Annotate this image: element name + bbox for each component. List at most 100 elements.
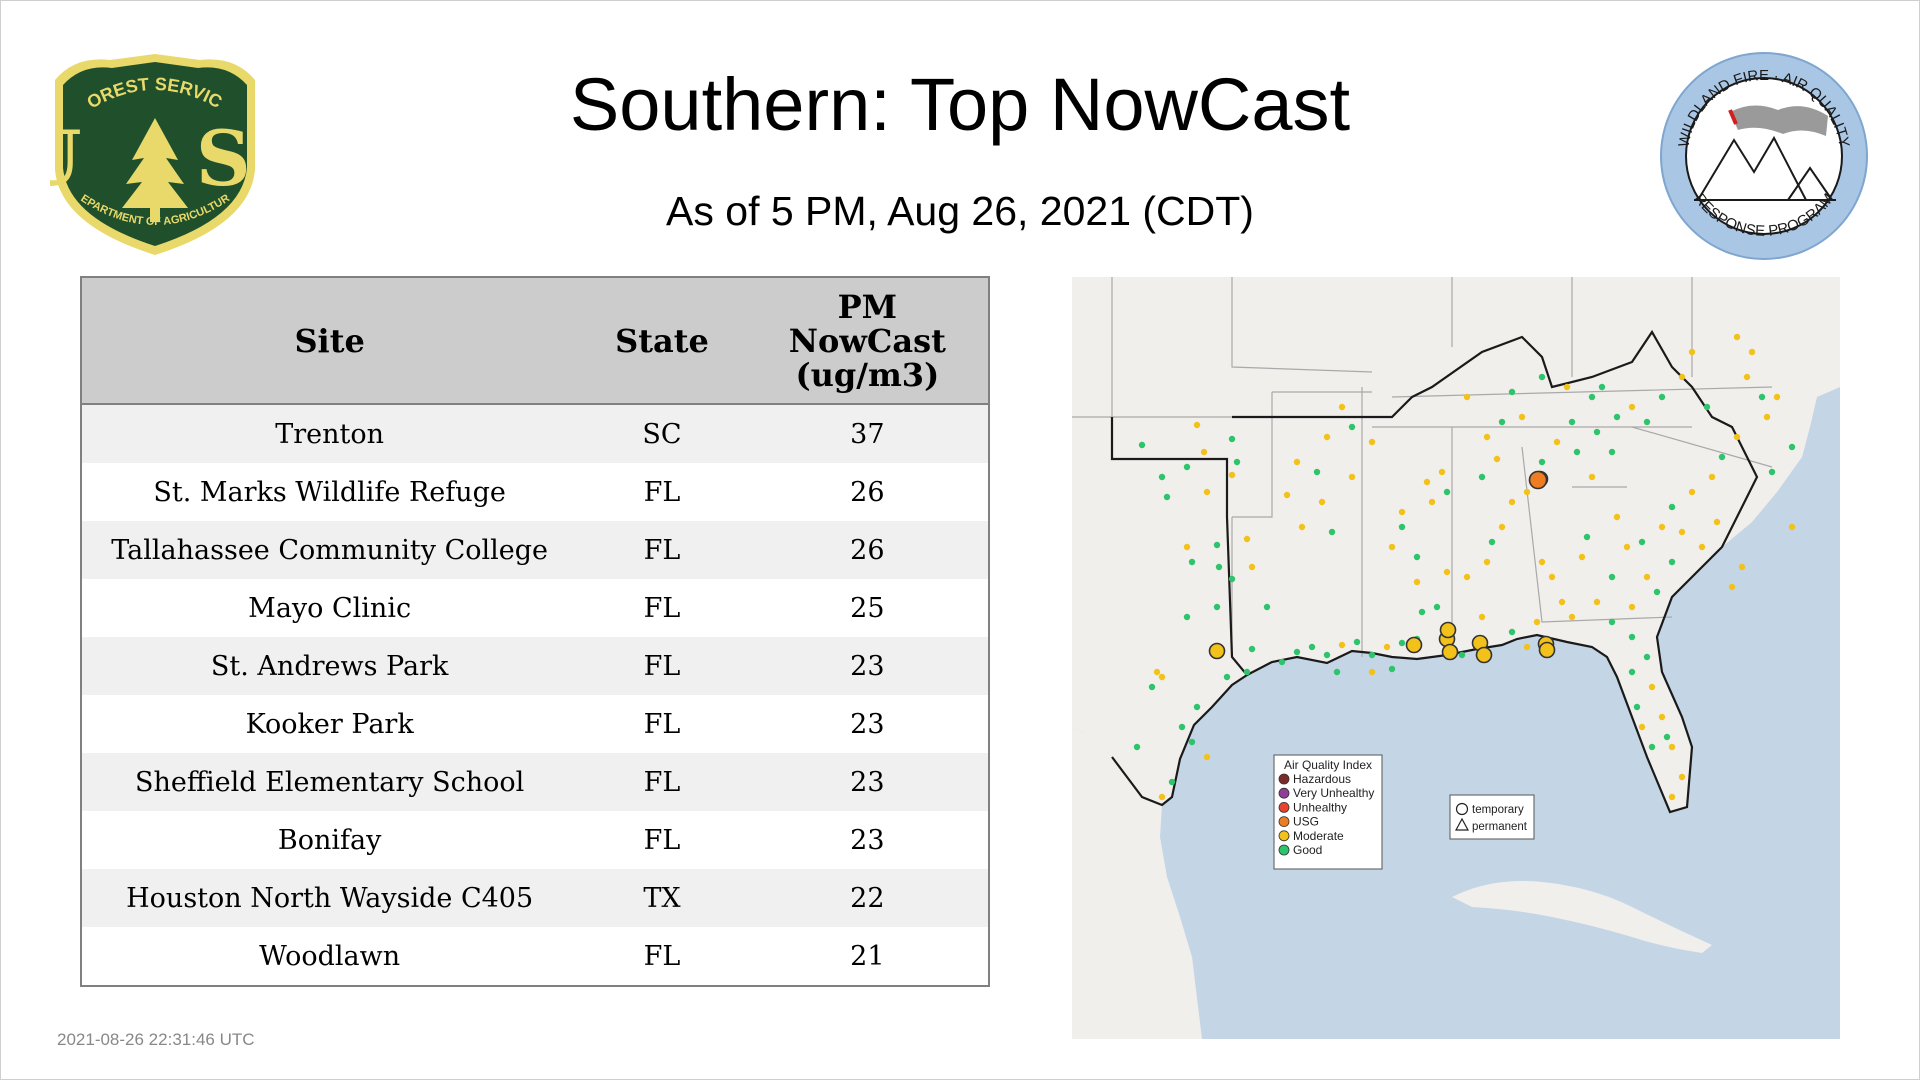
col-header-pm-line3: (ug/m3) xyxy=(795,355,940,394)
monitor-marker xyxy=(1458,651,1466,659)
state-cell: FL xyxy=(643,940,681,972)
monitor-marker xyxy=(1158,673,1166,681)
table-row: St. Andrews Park FL 23 xyxy=(82,637,988,695)
monitor-marker xyxy=(1138,441,1146,449)
monitor-marker xyxy=(1788,523,1796,531)
monitor-marker xyxy=(1478,473,1486,481)
monitor-marker xyxy=(1668,743,1676,751)
aqi-legend-label: Moderate xyxy=(1293,829,1344,843)
site-cell: Houston North Wayside C405 xyxy=(126,882,534,914)
monitor-marker xyxy=(1298,523,1306,531)
monitor-marker xyxy=(1718,453,1726,461)
monitor-marker xyxy=(1643,418,1651,426)
monitor-marker xyxy=(1158,473,1166,481)
monitor-marker xyxy=(1200,448,1208,456)
monitor-marker xyxy=(1163,493,1171,501)
pm-nowcast-cell: 23 xyxy=(850,766,885,798)
monitor-marker xyxy=(1658,393,1666,401)
monitor-marker xyxy=(1215,563,1223,571)
table-row: St. Marks Wildlife Refuge FL 26 xyxy=(82,463,988,521)
monitor-marker xyxy=(1418,608,1426,616)
col-header-pm-nowcast: PM NowCast (ug/m3) xyxy=(747,278,988,404)
monitor-marker xyxy=(1563,383,1571,391)
monitor-marker xyxy=(1498,418,1506,426)
monitor-marker xyxy=(1318,498,1326,506)
aqi-legend-label: USG xyxy=(1293,815,1319,829)
monitor-marker xyxy=(1188,558,1196,566)
monitor-marker xyxy=(1638,723,1646,731)
aqi-legend-label: Hazardous xyxy=(1293,772,1351,786)
table-row: Mayo Clinic FL 25 xyxy=(82,579,988,637)
monitor-marker xyxy=(1213,603,1221,611)
monitor-marker xyxy=(1523,488,1531,496)
monitor-marker xyxy=(1593,428,1601,436)
temporary-circle-icon xyxy=(1455,802,1469,816)
monitor-marker xyxy=(1533,618,1541,626)
monitor-marker xyxy=(1168,778,1176,786)
monitor-marker xyxy=(1483,558,1491,566)
state-cell: FL xyxy=(643,824,681,856)
monitor-marker xyxy=(1628,633,1636,641)
monitor-marker xyxy=(1623,543,1631,551)
monitor-marker xyxy=(1388,665,1396,673)
monitor-marker xyxy=(1233,458,1241,466)
monitor-marker xyxy=(1688,488,1696,496)
monitor-marker xyxy=(1668,558,1676,566)
monitor-marker xyxy=(1228,435,1236,443)
monitor-marker xyxy=(1183,543,1191,551)
monitor-marker xyxy=(1678,373,1686,381)
monitor-marker xyxy=(1558,598,1566,606)
monitor-marker xyxy=(1248,563,1256,571)
site-cell: Trenton xyxy=(275,418,385,450)
col-header-pm-line2: NowCast xyxy=(788,321,946,360)
monitor-marker xyxy=(1293,648,1301,656)
pm-nowcast-cell: 26 xyxy=(850,534,885,566)
aqi-legend-label: Unhealthy xyxy=(1293,800,1347,814)
monitor-marker xyxy=(1713,518,1721,526)
monitor-marker xyxy=(1733,433,1741,441)
monitor-marker xyxy=(1213,541,1221,549)
monitor-marker xyxy=(1643,653,1651,661)
state-cell: TX xyxy=(643,882,681,914)
site-cell: St. Marks Wildlife Refuge xyxy=(153,476,506,508)
monitor-marker xyxy=(1475,646,1493,664)
monitor-marker xyxy=(1728,583,1736,591)
site-cell: Kooker Park xyxy=(245,708,414,740)
monitor-marker xyxy=(1583,533,1591,541)
state-cell: FL xyxy=(643,708,681,740)
monitor-marker xyxy=(1439,621,1457,639)
monitor-marker xyxy=(1368,651,1376,659)
pm-nowcast-cell: 25 xyxy=(850,592,885,624)
table-row: Houston North Wayside C405 TX 22 xyxy=(82,869,988,927)
monitor-marker xyxy=(1613,413,1621,421)
map-region-border xyxy=(1110,329,1759,814)
monitor-marker xyxy=(1748,348,1756,356)
monitor-marker xyxy=(1383,643,1391,651)
monitor-marker xyxy=(1438,468,1446,476)
monitor-marker xyxy=(1333,668,1341,676)
site-cell: Woodlawn xyxy=(259,940,401,972)
monitor-marker xyxy=(1708,473,1716,481)
monitor-marker xyxy=(1538,373,1546,381)
monitor-marker xyxy=(1328,528,1336,536)
pm-nowcast-cell: 21 xyxy=(850,940,885,972)
monitor-marker xyxy=(1398,639,1406,647)
monitor-marker xyxy=(1348,473,1356,481)
monitor-marker xyxy=(1768,468,1776,476)
monitor-marker xyxy=(1223,673,1231,681)
monitor-marker xyxy=(1548,573,1556,581)
page-subtitle: As of 5 PM, Aug 26, 2021 (CDT) xyxy=(666,188,1254,234)
monitor-marker xyxy=(1763,413,1771,421)
monitor-marker xyxy=(1508,628,1516,636)
monitor-marker xyxy=(1323,651,1331,659)
state-cell: FL xyxy=(643,650,681,682)
monitor-marker xyxy=(1278,658,1286,666)
monitor-marker xyxy=(1483,433,1491,441)
monitor-marker xyxy=(1628,668,1636,676)
monitor-marker xyxy=(1588,473,1596,481)
col-header-site: Site xyxy=(294,321,365,360)
monitor-marker xyxy=(1643,573,1651,581)
monitor-marker xyxy=(1443,488,1451,496)
